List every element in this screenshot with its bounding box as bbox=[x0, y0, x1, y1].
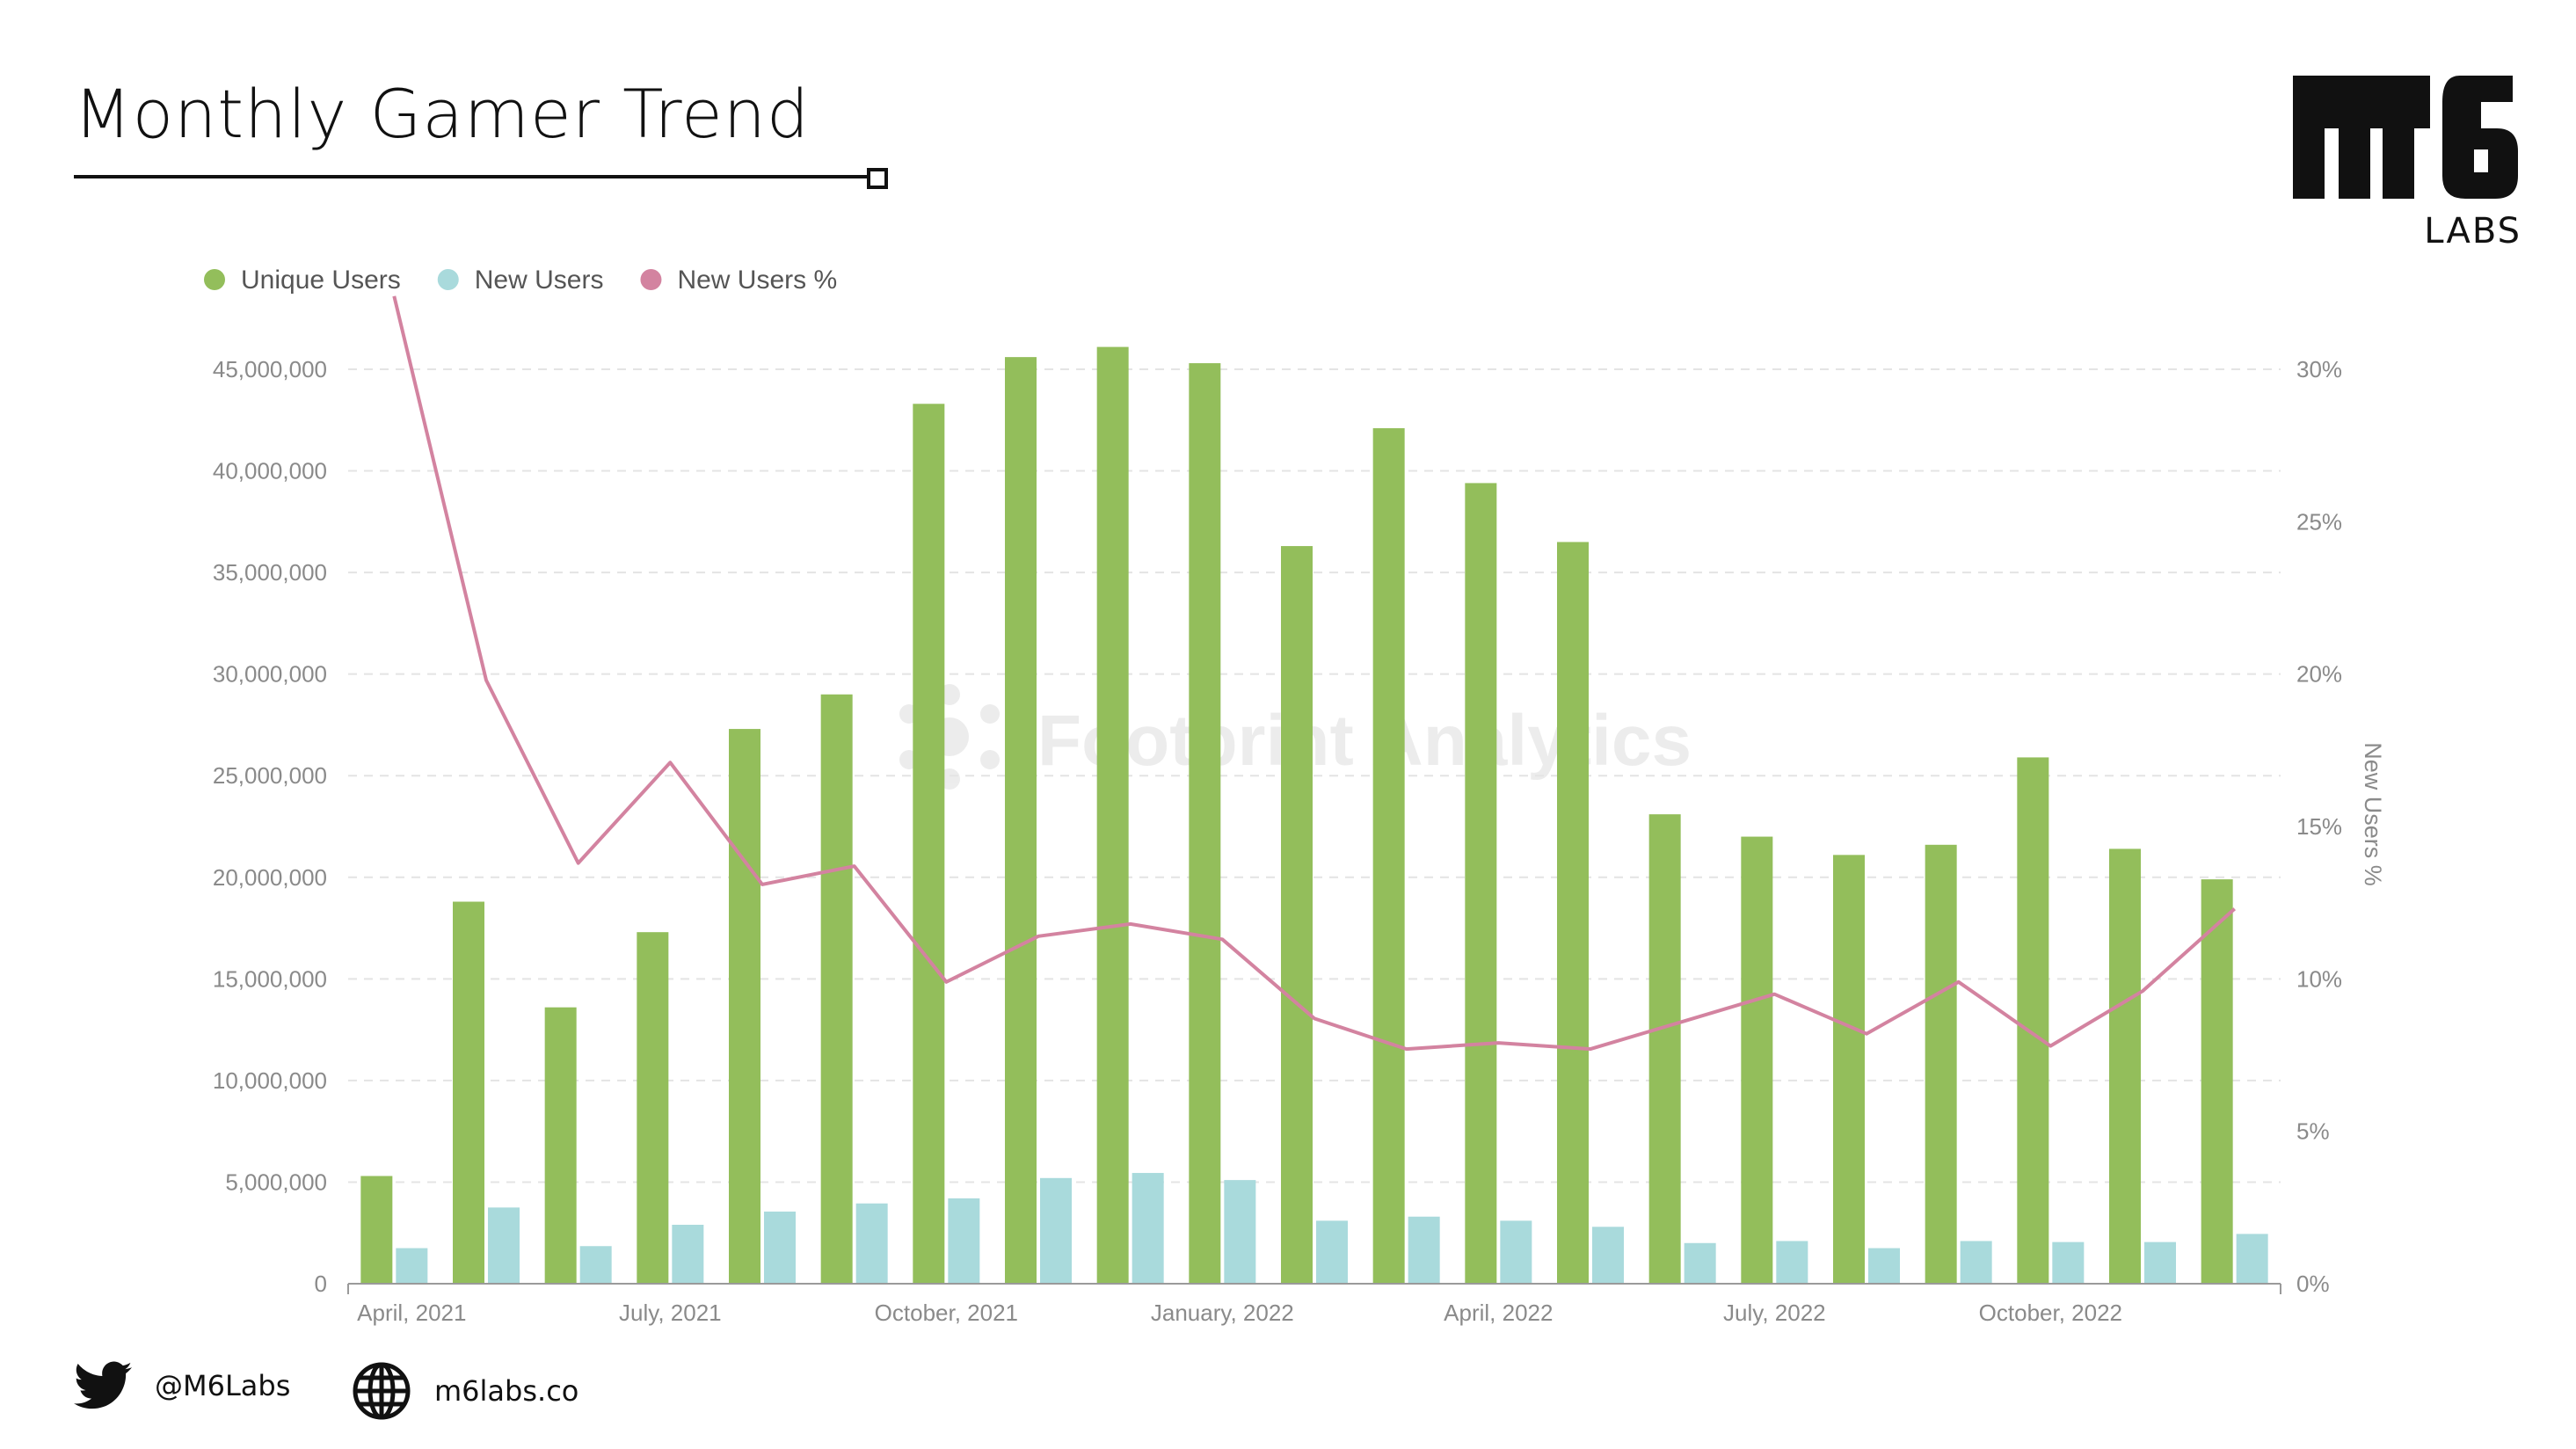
bar-unique-users bbox=[637, 932, 669, 1284]
footer-twitter[interactable]: @M6Labs bbox=[74, 1361, 290, 1410]
bar-new-users bbox=[855, 1203, 888, 1284]
bar-unique-users bbox=[1372, 428, 1405, 1284]
bar-series bbox=[360, 346, 2268, 1285]
bar-unique-users bbox=[1925, 844, 1957, 1284]
y-left-tick-label: 10,000,000 bbox=[213, 1067, 327, 1094]
bar-unique-users bbox=[1741, 836, 1773, 1284]
y-left-tick-label: 5,000,000 bbox=[225, 1169, 327, 1195]
line-new-users-pct bbox=[392, 295, 2237, 1052]
bar-new-users bbox=[948, 1198, 980, 1284]
bar-new-users bbox=[1592, 1227, 1624, 1284]
y-left-tick-label: 35,000,000 bbox=[213, 559, 327, 586]
chart-legend: Unique Users New Users New Users % bbox=[204, 266, 837, 295]
legend-label: New Users bbox=[475, 266, 604, 295]
bar-unique-users bbox=[360, 1176, 393, 1284]
y-right-tick-label: 15% bbox=[2296, 813, 2342, 840]
y-right-tick-label: 0% bbox=[2296, 1271, 2330, 1297]
legend-swatch bbox=[204, 269, 225, 290]
bar-unique-users bbox=[1465, 483, 1497, 1284]
bar-unique-users bbox=[453, 901, 484, 1284]
y-left-tick-label: 40,000,000 bbox=[213, 458, 327, 484]
bar-new-users bbox=[1316, 1220, 1348, 1284]
bar-new-users bbox=[1500, 1220, 1532, 1284]
logo-labs-text: LABS bbox=[2424, 211, 2521, 251]
bar-unique-users bbox=[2017, 757, 2049, 1284]
x-tick-label: January, 2022 bbox=[1151, 1300, 1294, 1326]
right-y-axis: 0% 5% 10% 15% 20% 25% 30% bbox=[2296, 356, 2342, 1297]
bar-unique-users bbox=[913, 404, 945, 1284]
title-underline bbox=[74, 175, 872, 178]
bar-new-users bbox=[1132, 1173, 1164, 1284]
footer-website[interactable]: m6labs.co bbox=[352, 1361, 579, 1421]
x-axis: April, 2021 July, 2021 October, 2021 Januar… bbox=[347, 1283, 2281, 1326]
line-series bbox=[392, 295, 2237, 1052]
bar-new-users bbox=[579, 1246, 612, 1284]
bar-unique-users bbox=[544, 1007, 577, 1284]
bar-new-users bbox=[2236, 1234, 2268, 1284]
twitter-handle[interactable]: @M6Labs bbox=[155, 1369, 291, 1402]
y-right-tick-label: 5% bbox=[2296, 1118, 2330, 1145]
bar-new-users bbox=[1408, 1216, 1440, 1284]
y-right-tick-label: 30% bbox=[2296, 356, 2342, 382]
watermark-text: Footprint Analytics bbox=[1037, 701, 1692, 781]
y-left-tick-label: 45,000,000 bbox=[213, 356, 327, 382]
y-left-tick-label: 0 bbox=[315, 1271, 327, 1297]
legend-label: New Users % bbox=[677, 266, 837, 295]
bar-new-users bbox=[488, 1207, 520, 1284]
bar-unique-users bbox=[1833, 855, 1865, 1284]
bar-new-users bbox=[1868, 1248, 1900, 1284]
chart-grid bbox=[348, 368, 2281, 1183]
bar-unique-users bbox=[1005, 357, 1037, 1285]
x-tick-label: April, 2021 bbox=[357, 1300, 466, 1326]
twitter-icon bbox=[74, 1361, 132, 1409]
bar-unique-users bbox=[820, 694, 853, 1284]
legend-swatch bbox=[640, 269, 662, 290]
bar-new-users bbox=[1776, 1241, 1808, 1284]
bar-new-users bbox=[1960, 1241, 1992, 1284]
bar-unique-users bbox=[729, 729, 760, 1284]
bar-unique-users bbox=[1281, 546, 1313, 1284]
bar-new-users bbox=[1224, 1180, 1256, 1284]
left-y-axis: 0 5,000,000 10,000,000 15,000,000 20,000,000… bbox=[213, 356, 327, 1297]
bar-new-users bbox=[764, 1211, 796, 1284]
x-tick-label: April, 2022 bbox=[1444, 1300, 1553, 1326]
x-tick-label: July, 2021 bbox=[619, 1300, 722, 1326]
y-left-tick-label: 30,000,000 bbox=[213, 661, 327, 688]
bar-new-users bbox=[1040, 1177, 1072, 1284]
bar-new-users bbox=[2144, 1241, 2176, 1284]
bar-unique-users bbox=[1189, 363, 1221, 1285]
x-tick-label: October, 2021 bbox=[875, 1300, 1018, 1326]
bar-unique-users bbox=[1648, 814, 1681, 1284]
y-right-tick-label: 20% bbox=[2296, 661, 2342, 688]
website-link[interactable]: m6labs.co bbox=[434, 1374, 579, 1408]
bar-unique-users bbox=[1096, 346, 1129, 1285]
legend-swatch bbox=[437, 269, 459, 290]
bar-new-users bbox=[396, 1248, 428, 1284]
m6-logo-mark bbox=[2293, 76, 2518, 199]
globe-icon bbox=[353, 1362, 411, 1420]
right-y-axis-title: New Users % bbox=[2360, 742, 2386, 886]
m6-labs-logo bbox=[2293, 76, 2521, 246]
y-right-tick-label: 25% bbox=[2296, 508, 2342, 535]
bar-unique-users bbox=[1557, 542, 1589, 1284]
bar-unique-users bbox=[2109, 848, 2141, 1284]
legend-label: Unique Users bbox=[241, 266, 401, 295]
bar-unique-users bbox=[2201, 879, 2233, 1284]
y-left-tick-label: 15,000,000 bbox=[213, 965, 327, 992]
y-left-tick-label: 20,000,000 bbox=[213, 864, 327, 891]
y-right-tick-label: 10% bbox=[2296, 965, 2342, 992]
bar-new-users bbox=[2052, 1241, 2085, 1284]
bar-new-users bbox=[1684, 1242, 1716, 1284]
x-tick-label: July, 2022 bbox=[1723, 1300, 1826, 1326]
bar-new-users bbox=[672, 1224, 704, 1284]
title-underline-end-marker bbox=[867, 168, 888, 189]
page-title: Monthly Gamer Trend bbox=[74, 75, 811, 153]
x-tick-label: October, 2022 bbox=[1979, 1300, 2122, 1326]
y-left-tick-label: 25,000,000 bbox=[213, 762, 327, 789]
